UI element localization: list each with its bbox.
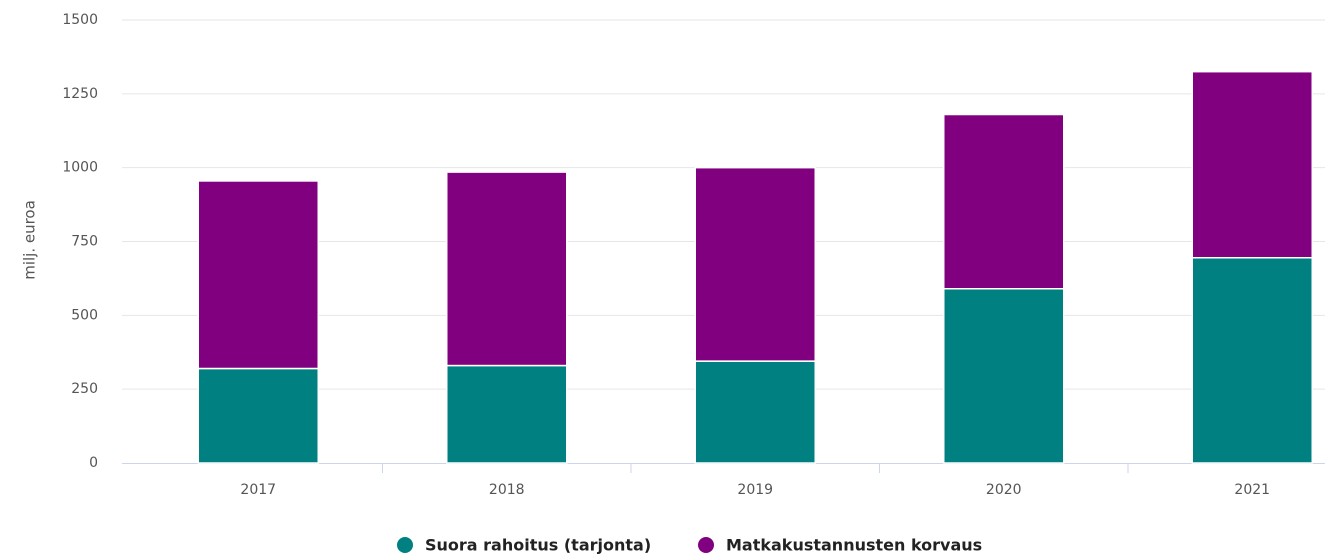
bar-segment: [694, 360, 816, 464]
y-tick-label: 0: [89, 455, 98, 471]
bar-segment: [446, 171, 568, 367]
x-tick-label: 2018: [489, 482, 525, 498]
x-tick-label: 2017: [240, 482, 276, 498]
bar-segment: [1191, 256, 1313, 464]
legend-marker: [397, 537, 413, 553]
bar-segment: [943, 113, 1065, 290]
x-tick-label: 2019: [737, 482, 773, 498]
legend-label: Matkakustannusten korvaus: [726, 536, 982, 555]
legend-label: Suora rahoitus (tarjonta): [425, 536, 651, 555]
x-tick-label: 2020: [986, 482, 1022, 498]
bar-segment: [197, 180, 319, 370]
legend-marker: [698, 537, 714, 553]
y-tick-label: 1250: [62, 86, 98, 102]
bar-segment: [1191, 70, 1313, 259]
bar-segment: [197, 367, 319, 464]
bar-segment: [943, 288, 1065, 464]
y-tick-label: 500: [71, 307, 98, 323]
x-tick-label: 2021: [1234, 482, 1270, 498]
bar-segment: [694, 166, 816, 362]
y-tick-label: 1500: [62, 12, 98, 28]
y-tick-label: 250: [71, 381, 98, 397]
y-axis-label: milj. euroa: [21, 200, 39, 280]
bar-segment: [446, 364, 568, 464]
y-tick-label: 1000: [62, 160, 98, 176]
y-tick-label: 750: [71, 234, 98, 250]
